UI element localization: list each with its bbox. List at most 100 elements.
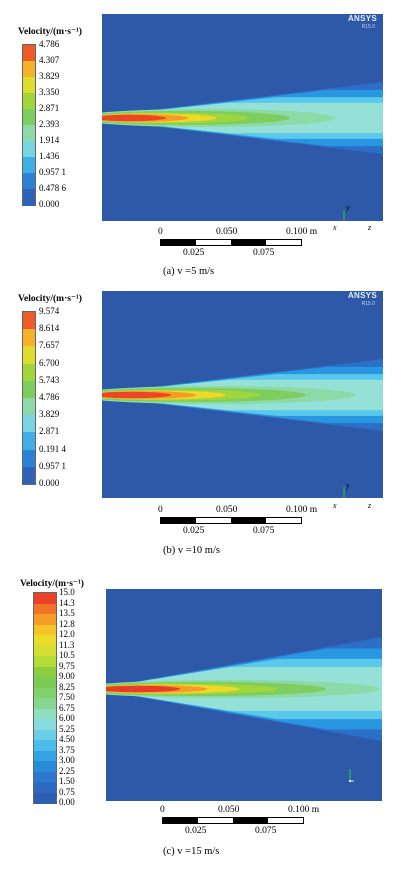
legend-swatch (34, 677, 56, 688)
legend-tick-label: 0.957 1 (39, 460, 66, 471)
legend-tick-label: 0.000 (39, 199, 60, 209)
scale-bar-segment (231, 518, 266, 523)
legend-tick-label: 6.00 (59, 713, 75, 723)
scale-label-top: 0.050 (218, 805, 240, 815)
legend-swatch (23, 466, 35, 485)
legend-swatch (23, 125, 35, 142)
scale-label-top: 0.100 m (286, 505, 318, 515)
legend-tick-label: 1.914 (39, 135, 60, 145)
contour-svg (106, 637, 382, 741)
contour-svg (102, 359, 383, 431)
scale-label-top: 0 (158, 505, 163, 515)
legend-colorbar (22, 311, 36, 485)
legend-swatch (34, 687, 56, 699)
legend-tick-label: 2.871 (39, 103, 60, 113)
legend-tick-label: 3.75 (59, 744, 75, 755)
legend-tick-label: 0.00 (59, 797, 75, 807)
legend-swatch (34, 603, 56, 615)
legend-tick-label: 6.75 (59, 702, 75, 713)
axis-y-label: y (346, 481, 350, 490)
ansys-version: R15.0 (361, 24, 375, 30)
legend-tick-label: 9.574 (39, 306, 60, 316)
legend-title: Velocity/(m·s⁻¹) (18, 27, 82, 37)
legend-swatch (34, 750, 56, 762)
legend-swatch (23, 380, 35, 399)
legend-swatch (23, 109, 35, 126)
scale-bar-segment (233, 818, 268, 823)
scale-bar-segment (161, 518, 196, 523)
legend-tick-label: 4.307 (39, 55, 60, 65)
scale-label-bottom: 0.075 (253, 248, 275, 258)
velocity-core (102, 391, 171, 399)
panel-a: Velocity/(m·s⁻¹) 4.786 4.307 3.829 3.350 2.8… (0, 0, 403, 290)
legend-tick-label: 12.0 (59, 629, 75, 639)
legend-swatch (34, 740, 56, 751)
legend-swatch (23, 61, 35, 78)
legend-colorbar (33, 592, 57, 804)
axis-triad-icon (342, 487, 346, 498)
legend-title: Velocity/(m·s⁻¹) (18, 294, 82, 304)
scale-label-top: 0 (160, 805, 165, 815)
scale-bar-segment (163, 818, 198, 823)
legend-swatch (34, 782, 56, 793)
legend-swatch (23, 45, 35, 62)
scale-bar-segment (161, 240, 196, 245)
legend-swatch (23, 173, 35, 190)
axis-z-label: z (368, 501, 372, 510)
velocity-contour-plot (106, 589, 382, 801)
scale-label-bottom: 0.075 (253, 526, 275, 536)
scale-bar-graphic (160, 239, 302, 246)
legend-swatch (34, 635, 56, 646)
legend-colorbar (22, 44, 36, 206)
ansys-logo: ANSYS (347, 14, 377, 23)
legend-swatch (23, 189, 35, 206)
scale-label-bottom: 0.025 (183, 248, 205, 258)
legend-tick-label: 2.25 (59, 765, 75, 776)
legend-tick-label: 3.829 (39, 409, 60, 420)
legend-swatch (23, 398, 35, 416)
panel-b: Velocity/(m·s⁻¹) 9.574 8.614 7.657 6.700 5.7… (18, 291, 383, 556)
scale-label-top: 0.050 (216, 505, 238, 515)
legend-swatch (34, 593, 56, 604)
legend-tick-label: 4.50 (59, 734, 75, 744)
ansys-version: R15.0 (361, 301, 375, 307)
legend-swatch (34, 792, 56, 804)
legend-swatch (23, 329, 35, 347)
scale-label-top: 0.050 (216, 227, 238, 237)
legend-swatch (34, 729, 56, 741)
velocity-core (106, 685, 181, 693)
scale-bar-graphic (162, 817, 304, 824)
legend-tick-label: 0.000 (39, 478, 60, 488)
legend-swatch (34, 656, 56, 667)
scale-label-bottom: 0.025 (183, 526, 205, 536)
scale-label-bottom: 0.025 (185, 826, 207, 836)
legend-tick-label: 9.75 (59, 660, 75, 671)
legend-swatch (23, 363, 35, 382)
caption: (a) v =5 m/s (163, 266, 215, 277)
ansys-logo: ANSYS (347, 291, 377, 300)
legend-swatch (34, 761, 56, 772)
legend-tick-label: 0.191 4 (39, 443, 66, 454)
axis-x-label: x (333, 501, 337, 510)
legend-tick-label: 7.50 (59, 692, 75, 702)
caption: (c) v =15 m/s (163, 846, 220, 857)
contour-svg (102, 82, 383, 154)
legend-tick-label: 8.25 (59, 681, 75, 692)
legend-swatch (34, 698, 56, 709)
velocity-contour-plot: ANSYS R15.0 (102, 14, 383, 221)
legend-tick-label: 12.8 (59, 618, 75, 629)
scale-label-top: 0.100 m (286, 227, 318, 237)
legend-tick-label: 1.50 (59, 776, 75, 786)
legend-swatch (23, 157, 35, 174)
legend-swatch (23, 312, 35, 330)
legend-swatch (23, 449, 35, 468)
velocity-core (102, 114, 166, 122)
scale-bar-graphic (160, 517, 302, 524)
legend-title: Velocity/(m·s⁻¹) (20, 579, 84, 589)
legend-swatch (34, 666, 56, 678)
legend-swatch (23, 415, 35, 433)
legend-swatch (23, 93, 35, 110)
legend-tick-label: 5.25 (59, 723, 75, 734)
legend-swatch (34, 614, 56, 625)
axis-y-label: y (346, 203, 350, 212)
